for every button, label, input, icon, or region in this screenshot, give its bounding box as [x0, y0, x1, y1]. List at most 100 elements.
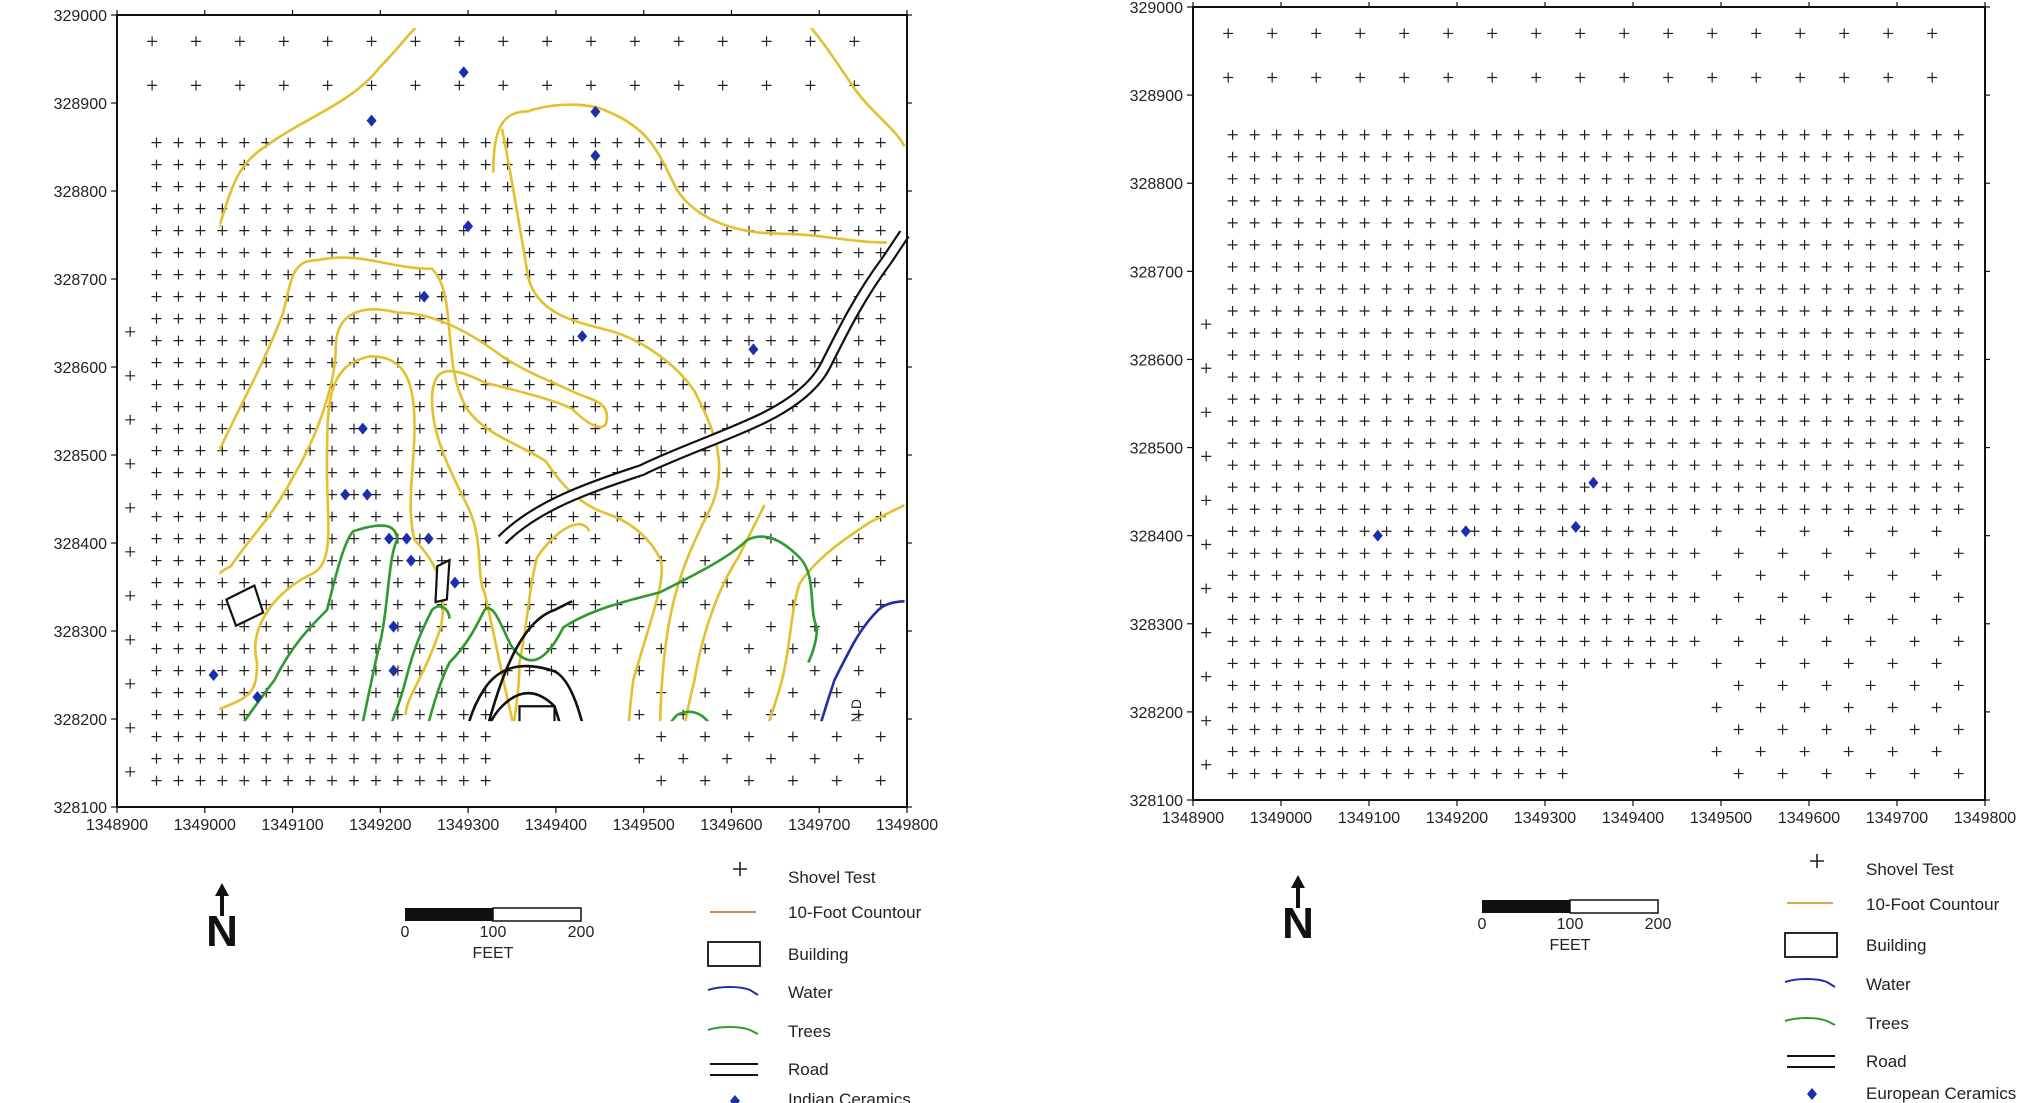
legend-item-contour: 10-Foot Countour	[710, 903, 922, 922]
legend-label: Indian Ceramics	[788, 1090, 911, 1103]
artifact-diamond	[449, 576, 460, 589]
north-label: N	[206, 907, 238, 956]
artifact-diamond	[388, 620, 399, 633]
legend-item-artifact: European Ceramics	[1807, 1084, 2016, 1103]
legend-label: Water	[788, 983, 833, 1002]
legend-label: 10-Foot Countour	[788, 903, 922, 922]
x-tick-label: 1349100	[1338, 810, 1400, 827]
water-line-icon	[707, 986, 759, 996]
legend-item-water: Water	[707, 983, 833, 1002]
scale-unit: FEET	[473, 945, 514, 962]
artifact-points	[1372, 476, 1599, 542]
diamond-icon	[730, 1095, 740, 1103]
artifact-diamond	[362, 488, 373, 501]
y-tick-label: 328200	[54, 712, 107, 729]
axis-labels: 1348900 1349000 1349100 1349200 1349300 13494…	[54, 8, 939, 834]
contour-lines	[1193, 7, 1985, 799]
artifact-diamond	[577, 330, 588, 343]
y-tick-label: 328600	[1130, 352, 1183, 369]
y-tick-label: 329000	[54, 8, 107, 25]
legend-label: Shovel Test	[788, 868, 876, 887]
pond-label: POND	[1928, 691, 1944, 746]
water-line-icon	[1784, 978, 1836, 988]
y-tick-label: 328900	[1130, 88, 1183, 105]
map-frame	[116, 14, 908, 808]
rectangle-icon	[1784, 932, 1838, 958]
artifact-diamond	[463, 220, 474, 233]
x-tick-label: 1349600	[700, 817, 762, 834]
scale-label-100: 100	[480, 924, 507, 941]
legend-label: European Ceramics	[1866, 1084, 2016, 1103]
legend-label: Road	[788, 1060, 829, 1079]
map-frame	[1192, 6, 1986, 801]
buildings	[225, 558, 556, 722]
plus-icon	[1201, 28, 1964, 779]
scale-label-0: 0	[1478, 916, 1487, 933]
artifact-diamond	[1460, 525, 1471, 538]
x-tick-label: 1349800	[1954, 810, 2016, 827]
water-line	[1879, 597, 1985, 799]
shovel-test-grid	[1201, 28, 1964, 779]
map-panel-european-ceramics: POND 1348900 1349000 1349100 1349200 1349300…	[1130, 0, 2017, 1103]
x-tick-label: 1349600	[1778, 810, 1840, 827]
y-tick-label: 328700	[54, 272, 107, 289]
artifact-diamond	[748, 343, 759, 356]
y-tick-label: 328600	[54, 360, 107, 377]
y-tick-label: 328700	[1130, 264, 1183, 281]
scale-label-0: 0	[401, 924, 410, 941]
scale-bar: 0 100 200 FEET	[1478, 899, 1672, 954]
water-line	[820, 599, 905, 722]
y-tick-label: 328800	[1130, 176, 1183, 193]
x-tick-label: 1349500	[1690, 810, 1752, 827]
legend-label: Road	[1866, 1052, 1907, 1071]
plus-icon	[1810, 854, 1824, 868]
legend-label: Shovel Test	[1866, 860, 1954, 879]
map-panel-indian-ceramics: POND 1348900 1349000 1349100 1349200 1349300…	[54, 8, 939, 1103]
x-tick-label: 1349200	[1426, 810, 1488, 827]
legend-item-water: Water	[1784, 975, 1911, 994]
x-tick-label: 1349800	[876, 817, 938, 834]
artifact-diamond	[384, 532, 395, 545]
artifact-diamond	[590, 149, 601, 162]
artifact-diamond	[419, 290, 430, 303]
legend-label: Trees	[788, 1022, 831, 1041]
map-features: POND	[1193, 7, 1985, 799]
y-tick-label: 328800	[54, 184, 107, 201]
x-tick-label: 1349700	[1866, 810, 1928, 827]
trees-line-icon	[707, 1026, 759, 1035]
x-tick-label: 1349100	[261, 817, 323, 834]
scale-label-200: 200	[1645, 916, 1672, 933]
y-tick-label: 328500	[1130, 441, 1183, 458]
artifact-diamond	[406, 554, 417, 567]
rectangle-icon	[707, 941, 761, 967]
map-features: POND	[219, 28, 910, 750]
x-tick-label: 1348900	[1162, 810, 1224, 827]
x-tick-label: 1349000	[1250, 810, 1312, 827]
artifact-diamond	[1372, 529, 1383, 542]
plus-icon	[125, 36, 886, 786]
scale-bar: 0 100 200 FEET	[401, 907, 594, 962]
buildings	[1303, 555, 1633, 799]
y-tick-label: 328300	[1130, 617, 1183, 634]
legend-item-trees: Trees	[707, 1022, 831, 1041]
legend-item-road: Road	[710, 1060, 829, 1079]
artifact-diamond	[1588, 476, 1599, 489]
artifact-diamond	[401, 532, 412, 545]
pond-label: POND	[848, 696, 864, 750]
shovel-test-grid	[125, 36, 886, 786]
x-tick-label: 1348900	[86, 817, 148, 834]
y-tick-label: 328200	[1130, 705, 1183, 722]
y-tick-label: 328400	[1130, 529, 1183, 546]
legend-item-shovel-test: Shovel Test	[1810, 854, 1954, 879]
scale-unit: FEET	[1550, 937, 1591, 954]
x-tick-label: 1349200	[349, 817, 411, 834]
legend: Shovel Test 10-Foot Countour Building Wa…	[1784, 854, 2016, 1103]
legend: Shovel Test 10-Foot Countour Building Wa…	[707, 862, 922, 1103]
north-label: N	[1282, 899, 1314, 948]
tree-lines	[242, 524, 819, 722]
artifact-diamond	[357, 422, 368, 435]
road	[1542, 227, 1985, 799]
y-tick-label: 328400	[54, 536, 107, 553]
legend-item-trees: Trees	[1784, 1014, 1909, 1033]
legend-item-shovel-test: Shovel Test	[733, 862, 876, 887]
